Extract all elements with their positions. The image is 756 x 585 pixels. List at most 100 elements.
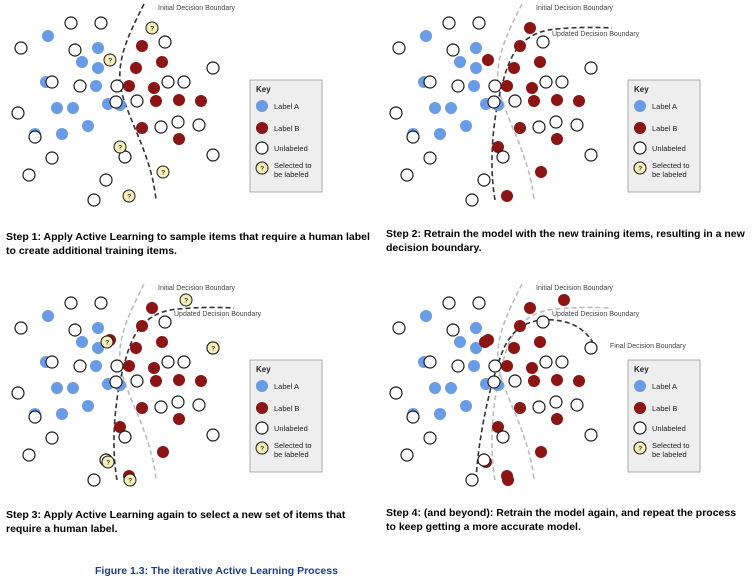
unlabeled-point [94,296,108,310]
key-label-b-marker [634,122,646,134]
unlabeled-point [158,35,172,49]
unlabeled-point [584,148,598,162]
label-b-point [173,374,185,386]
label-b-point [551,413,563,425]
label-b-point [508,62,520,74]
unlabeled-point [446,43,460,57]
key-title: Key [634,365,649,374]
unlabeled-point [68,323,82,337]
key-selected-marker [633,161,647,175]
caption-step-1: Step 1: Apply Active Learning to sample … [6,230,376,258]
label-a-point [92,342,104,354]
unlabeled-point [488,79,502,93]
unlabeled-point [406,130,420,144]
label-b-point [123,80,135,92]
unlabeled-point [400,448,414,462]
unlabeled-point [192,398,206,412]
selected-point [156,165,170,179]
caption-step-3-text: Apply Active Learning again to select a … [6,509,346,535]
unlabeled-point [451,359,465,373]
label-b-point [551,133,563,145]
unlabeled-point [549,395,563,409]
unlabeled-point [118,430,132,444]
selected-point [103,53,117,67]
selected-point [123,473,137,487]
label-b-point [524,22,536,34]
initial-boundary-label: Initial Decision Boundary [158,5,236,12]
label-b-point [502,474,514,486]
label-b-point [535,166,547,178]
unlabeled-point [536,315,550,329]
unlabeled-point [64,296,78,310]
label-a-point [92,322,104,334]
key-selected-line1: Selected to [274,161,312,170]
selected-point-question-mark: ? [106,460,110,467]
unlabeled-point [392,321,406,335]
label-a-point [434,128,446,140]
label-b-point [501,190,513,202]
initial-boundary-label: Initial Decision Boundary [536,285,614,292]
label-a-point [42,310,54,322]
unlabeled-point [389,386,403,400]
label-b-point [551,94,563,106]
label-b-point [173,133,185,145]
unlabeled-point [539,355,553,369]
unlabeled-point [508,374,522,388]
unlabeled-point [45,431,59,445]
label-a-point [470,42,482,54]
key-selected-question-mark: ? [260,166,264,173]
label-a-point [429,382,441,394]
unlabeled-point [28,410,42,424]
unlabeled-point [406,410,420,424]
unlabeled-point [555,355,569,369]
label-a-point [454,56,466,68]
label-b-point [514,122,526,134]
label-a-point [470,62,482,74]
label-b-point [526,82,538,94]
label-b-point [130,62,142,74]
unlabeled-point [442,16,456,30]
panel-step-3-diagram: Initial Decision Boundary Updated Decisio… [11,283,323,487]
unlabeled-point [171,395,185,409]
unlabeled-point [94,16,108,30]
label-b-point [195,95,207,107]
unlabeled-point [99,173,113,187]
unlabeled-point [109,375,123,389]
unlabeled-point [532,400,546,414]
selected-point-question-mark: ? [128,478,132,485]
label-a-point [82,400,94,412]
label-a-point [90,360,102,372]
label-a-point [429,102,441,114]
unlabeled-point [161,355,175,369]
selected-point-question-mark: ? [118,145,122,152]
selected-point [179,293,193,307]
panel-step-4-diagram: Initial Decision Boundary Updated Decisio… [389,283,701,487]
label-a-point [420,310,432,322]
label-b-point [492,421,504,433]
key-selected-question-mark: ? [638,166,642,173]
unlabeled-point [171,115,185,129]
unlabeled-point [423,355,437,369]
updated-boundary-label: Updated Decision Boundary [552,31,640,38]
updated-decision-boundary [491,26,613,201]
initial-decision-boundary [497,283,535,481]
label-a-point [51,102,63,114]
unlabeled-point [73,359,87,373]
figure-caption: Figure 1.3: The iterative Active Learnin… [95,565,338,577]
key-selected-line1: Selected to [652,161,690,170]
key-label-b-marker [256,402,268,414]
unlabeled-point [64,16,78,30]
unlabeled-point [488,359,502,373]
label-b-point [501,80,513,92]
label-b-point [524,302,536,314]
unlabeled-point [496,150,510,164]
label-b-point [195,375,207,387]
panel-step-1: Initial Decision Boundary????? Key Label A… [0,0,360,212]
label-b-point [551,374,563,386]
caption-step-1-label: Step 1: [6,231,42,243]
unlabeled-point [584,61,598,75]
unlabeled-point [549,115,563,129]
label-b-point [492,141,504,153]
label-a-point [470,342,482,354]
